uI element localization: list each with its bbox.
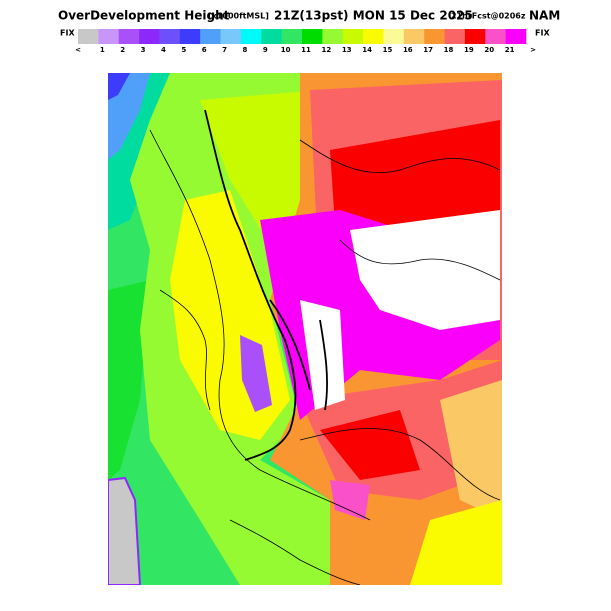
legend-label: 6: [202, 46, 207, 54]
legend-swatch: [302, 29, 323, 44]
map: [108, 73, 502, 585]
legend-swatch: [485, 29, 506, 44]
legend-label: 10: [281, 46, 291, 54]
legend-swatch: [78, 29, 99, 44]
legend-swatch: [403, 29, 425, 44]
legend-label: >: [530, 46, 536, 54]
legend-swatch: [322, 29, 344, 44]
legend-swatch: [118, 29, 140, 44]
legend-swatch: [220, 29, 242, 44]
legend-label: 2: [120, 46, 125, 54]
legend-swatch: [98, 29, 120, 44]
legend-swatch: [424, 29, 445, 44]
legend-label: 3: [141, 46, 146, 54]
legend-swatch: [139, 29, 160, 44]
legend-label: 14: [362, 46, 372, 54]
legend-label: 21: [505, 46, 515, 54]
legend-label: 13: [342, 46, 352, 54]
legend-swatch: [342, 29, 364, 44]
legend-label: 7: [222, 46, 227, 54]
legend-swatch: [281, 29, 303, 44]
legend-swatch: [383, 29, 405, 44]
legend-swatch: [464, 29, 486, 44]
legend-label: 16: [403, 46, 413, 54]
model: NAM: [529, 9, 560, 23]
valid-time: 21Z(13pst) MON 15 Dec 2025: [274, 9, 473, 23]
legend-swatch: [159, 29, 181, 44]
legend-label: <: [75, 46, 81, 54]
legend-label: 1: [100, 46, 105, 54]
legend-label: 12: [321, 46, 331, 54]
legend-swatch: [505, 29, 527, 44]
legend: <1 2 3 4 5 6 7 8 9 10 11 12 13 14 15 16 17 18 19 20 21 >: [75, 29, 536, 54]
legend-label: 9: [263, 46, 268, 54]
legend-label: 11: [301, 46, 311, 54]
legend-label: 8: [242, 46, 247, 54]
title: OverDevelopment Height: [58, 9, 230, 23]
legend-swatch: [363, 29, 384, 44]
forecast: 21hrFcst@0206z: [451, 12, 526, 21]
legend-swatch: [200, 29, 221, 44]
legend-label: 15: [383, 46, 393, 54]
legend-swatch: [444, 29, 466, 44]
units: [x1000ftMSL]: [208, 12, 269, 21]
legend-label: 4: [161, 46, 166, 54]
legend-label: 18: [444, 46, 454, 54]
legend-label: 20: [484, 46, 494, 54]
legend-swatch: [261, 29, 282, 44]
right-tag: FIX: [535, 29, 550, 38]
left-tag: FIX: [60, 29, 75, 38]
legend-label: 19: [464, 46, 474, 54]
legend-label: 17: [423, 46, 433, 54]
legend-label: 5: [181, 46, 186, 54]
legend-swatch: [240, 29, 262, 44]
legend-swatch: [179, 29, 201, 44]
